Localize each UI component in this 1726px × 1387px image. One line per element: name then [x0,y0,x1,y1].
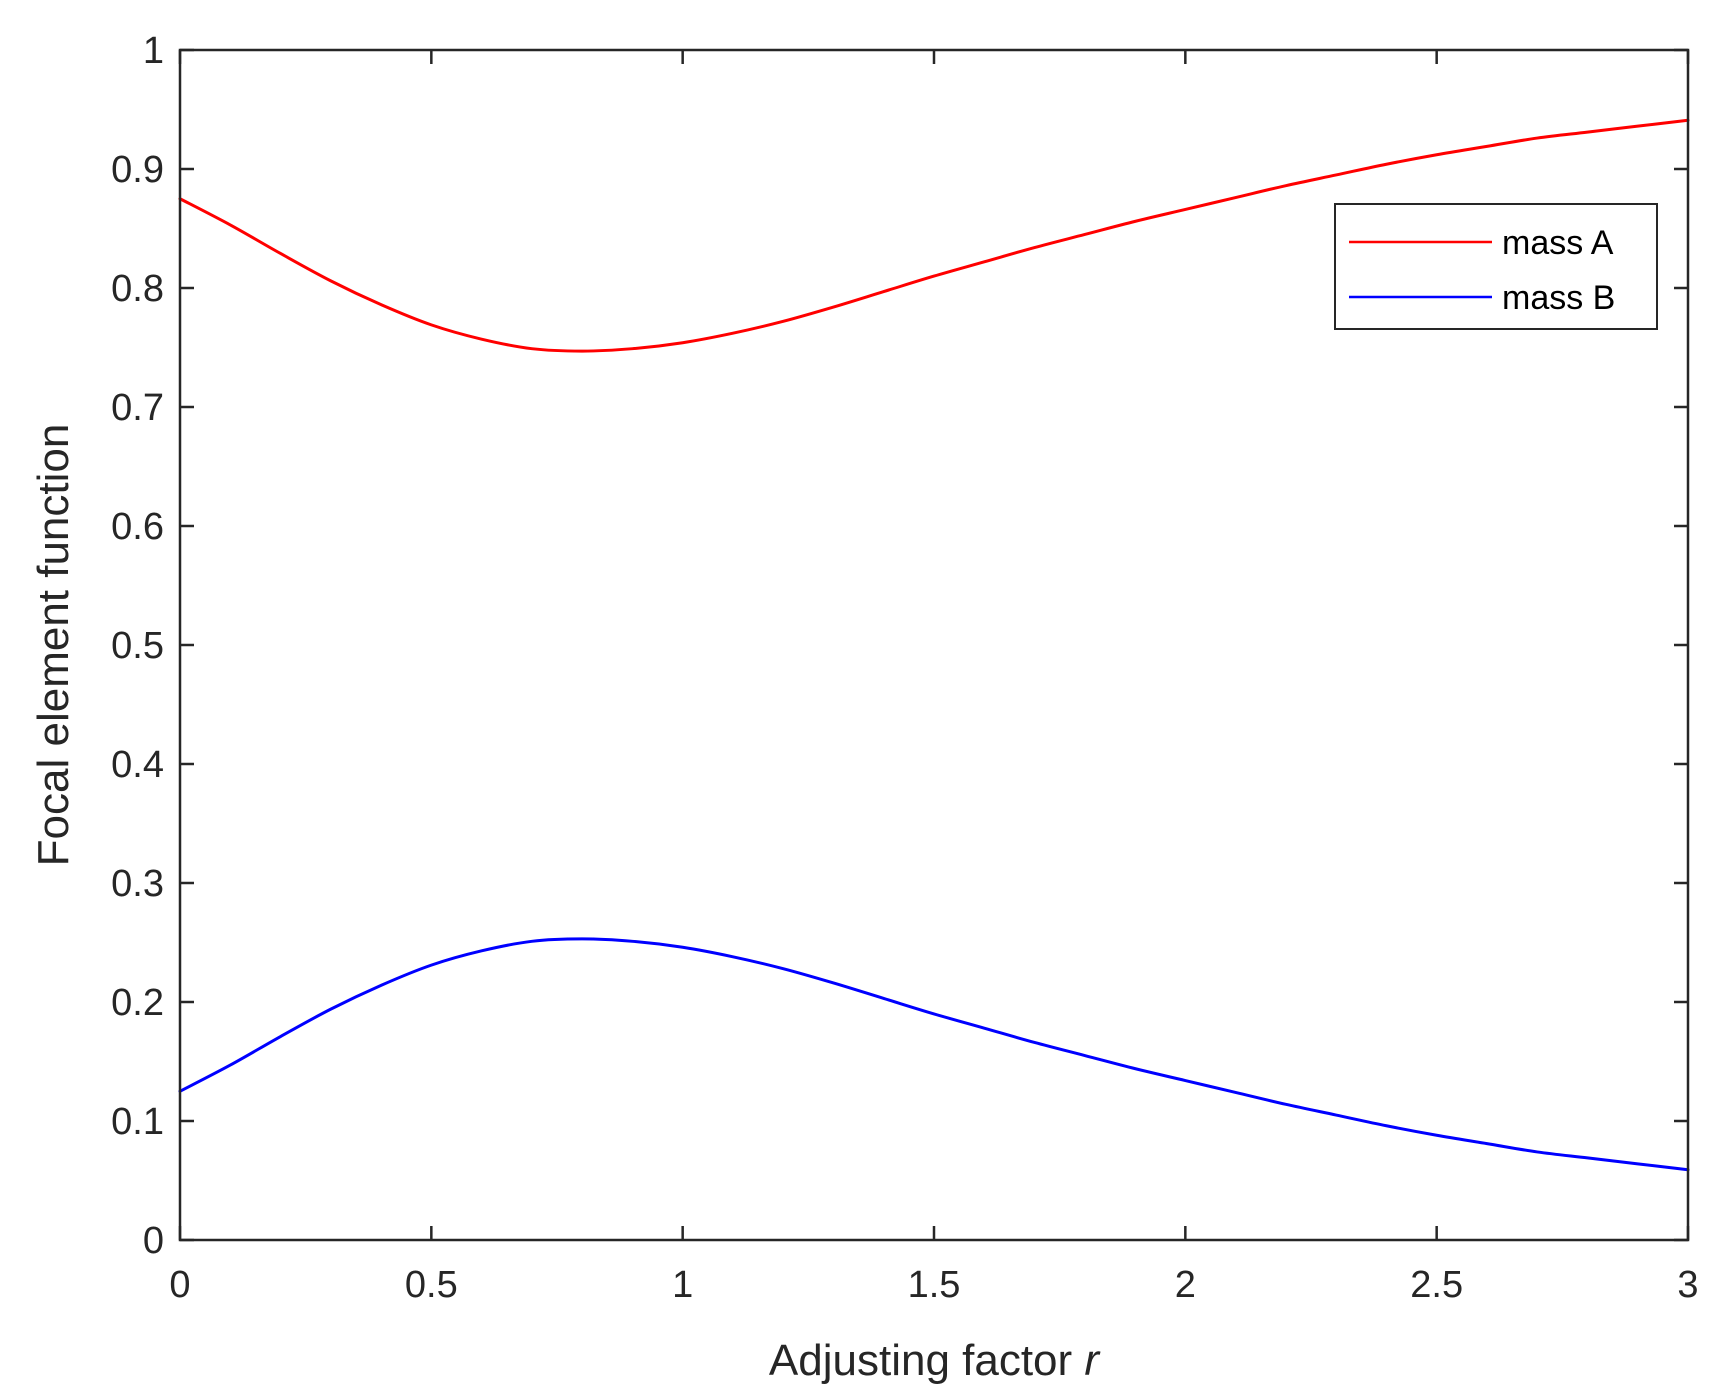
x-tick-label: 1.5 [908,1264,961,1306]
axes-box [178,48,1690,1242]
series-line-mass-a [178,118,1690,353]
series-layer [178,118,1690,1172]
x-tick-label: 3 [1677,1264,1698,1306]
tick-layer: 0 0.5 1 1.5 2 2.5 3 0 0.1 0.2 0.3 0.4 0.5 0.6 0.7 0.8 0.… [111,30,1698,1306]
y-tick-label: 0.3 [111,863,164,905]
x-tick-label: 2.5 [1410,1264,1463,1306]
x-axis-label-variable: r [1084,1336,1101,1385]
x-tick-label: 2 [1175,1264,1196,1306]
x-axis-label-space [1072,1336,1084,1385]
x-axis-label-text: Adjusting factor [769,1336,1072,1385]
y-axis-label: Focal element function [29,424,78,867]
y-tick-label: 0.9 [111,149,164,191]
y-tick-label: 0.7 [111,387,164,429]
legend-label-mass-b: mass B [1502,279,1615,317]
legend-label-mass-a: mass A [1502,224,1614,262]
y-tick-label: 0.2 [111,982,164,1024]
x-axis-label: Adjusting factor r [769,1336,1102,1385]
x-tick-label: 1 [672,1264,693,1306]
series-line-mass-b [178,937,1690,1172]
y-tick-label: 0.1 [111,1101,164,1143]
y-tick-label: 1 [143,30,164,72]
legend-box [1334,203,1658,330]
legend: mass A mass B [1334,203,1658,330]
y-tick-label: 0.5 [111,625,164,667]
x-tick-label: 0.5 [405,1264,458,1306]
y-tick-label: 0.6 [111,506,164,548]
y-tick-label: 0.4 [111,744,164,786]
x-tick-label: 0 [169,1264,190,1306]
y-tick-label: 0.8 [111,268,164,310]
y-tick-label: 0 [143,1220,164,1262]
